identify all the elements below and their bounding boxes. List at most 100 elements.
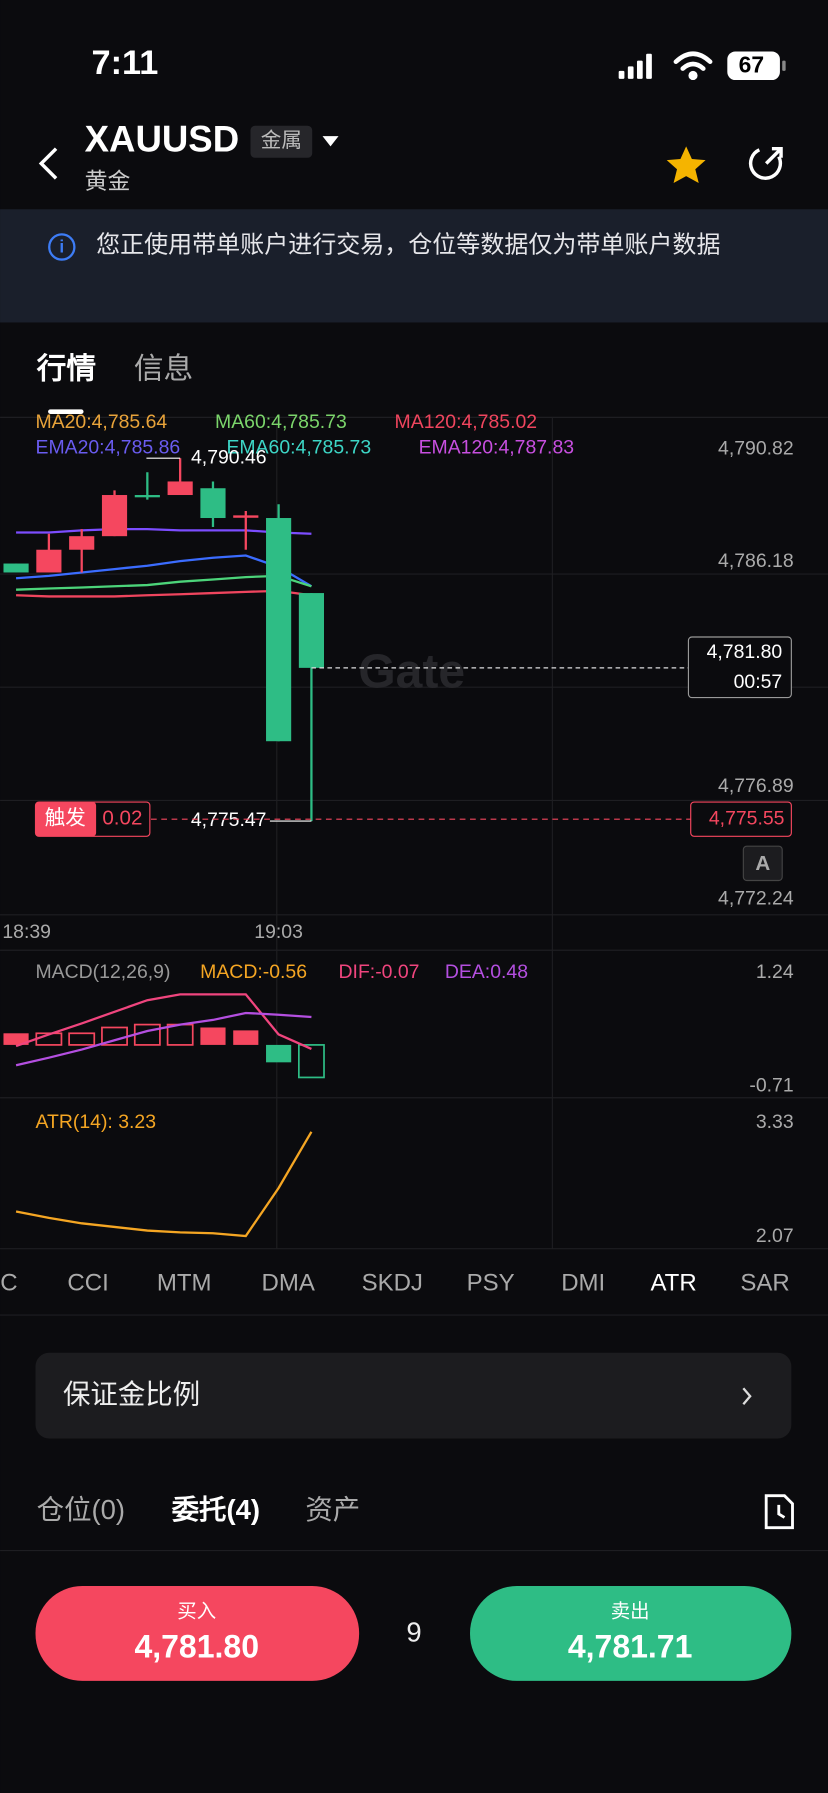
indicator-tab[interactable]: CCI bbox=[67, 1269, 108, 1296]
axis-badge: A bbox=[755, 852, 770, 875]
signal-icon bbox=[618, 53, 652, 79]
candle-body bbox=[200, 488, 226, 519]
order-tab[interactable]: 委托(4) bbox=[172, 1494, 260, 1525]
wifi-icon bbox=[673, 51, 713, 81]
y-tick-label: 3.33 bbox=[756, 1111, 794, 1133]
symbol[interactable]: XAUUSD bbox=[85, 118, 239, 159]
countdown: 00:57 bbox=[734, 671, 783, 693]
battery bbox=[727, 51, 780, 81]
last-price-label: 4,781.80 bbox=[707, 641, 783, 663]
tab-indicator bbox=[48, 409, 84, 414]
sell-button[interactable] bbox=[470, 1586, 792, 1681]
candle-body bbox=[266, 518, 292, 742]
panel-lines bbox=[0, 416, 828, 1552]
sell-label: 卖出 bbox=[611, 1600, 650, 1622]
margin-ratio-label: 保证金比例 bbox=[63, 1378, 200, 1409]
last-price-box bbox=[687, 636, 792, 699]
y-tick-label: 2.07 bbox=[756, 1225, 794, 1247]
share-button[interactable] bbox=[748, 146, 783, 180]
info-icon bbox=[48, 233, 76, 261]
trigger-amount: 0.02 bbox=[102, 807, 142, 830]
candle-body bbox=[134, 495, 160, 498]
low-label: 4,775.47 bbox=[191, 809, 267, 831]
trigger-tag: 触发 bbox=[45, 807, 86, 830]
legend-entry: EMA60:4,785.73 bbox=[226, 436, 371, 458]
dropdown-arrow[interactable] bbox=[322, 136, 339, 147]
legend-entry: MA20:4,785.64 bbox=[36, 411, 168, 433]
legend-entry: EMA20:4,785.86 bbox=[36, 436, 181, 458]
favorite-star[interactable] bbox=[666, 146, 706, 183]
macd-bar bbox=[68, 1032, 96, 1046]
candle-body bbox=[298, 593, 325, 668]
legend-entry: ATR(14): 3.23 bbox=[36, 1111, 157, 1133]
indicator-line bbox=[16, 589, 312, 598]
candle-body bbox=[69, 536, 95, 550]
indicator-line bbox=[15, 554, 313, 588]
history-icon[interactable] bbox=[764, 1494, 794, 1530]
charts: MA20:4,785.64 MA60:4,785.73 MA120:4,785.02… bbox=[2, 411, 793, 1247]
indicator-line bbox=[15, 1011, 312, 1067]
candle-body bbox=[3, 563, 29, 573]
x-tick-label: 19:03 bbox=[254, 921, 303, 943]
indicator-tab[interactable]: SKDJ bbox=[362, 1269, 423, 1296]
legend-entry: DEA:0.48 bbox=[445, 961, 528, 983]
y-tick-label: 4,776.89 bbox=[718, 775, 794, 797]
macd-bar bbox=[297, 1044, 325, 1079]
high-label: 4,790.46 bbox=[191, 446, 267, 468]
legend-entry: MA120:4,785.02 bbox=[395, 411, 538, 433]
tab[interactable]: 信息 bbox=[134, 352, 193, 385]
indicator-tab[interactable]: ATR bbox=[650, 1269, 696, 1296]
margin-ratio-row[interactable] bbox=[35, 1352, 792, 1439]
trigger-price: 4,775.55 bbox=[709, 807, 785, 829]
y-tick-label: 4,790.82 bbox=[718, 438, 794, 460]
spread: 9 bbox=[406, 1616, 421, 1647]
battery-tip bbox=[782, 60, 786, 71]
buy-button[interactable] bbox=[35, 1586, 360, 1681]
candle-body bbox=[233, 515, 259, 518]
legend-entry: MA60:4,785.73 bbox=[215, 411, 347, 433]
info-glyph: i bbox=[59, 237, 64, 257]
legend-entry: DIF:-0.07 bbox=[339, 961, 420, 983]
x-tick-label: 18:39 bbox=[2, 921, 51, 943]
back-button[interactable] bbox=[38, 147, 58, 180]
indicator-tab[interactable]: DMI bbox=[561, 1269, 605, 1296]
trigger-tag-fill bbox=[35, 802, 97, 837]
watermark: Gate bbox=[358, 645, 465, 698]
indicator-tab[interactable]: MTM bbox=[157, 1269, 212, 1296]
macd-bar bbox=[233, 1030, 259, 1045]
y-tick-label: 4,786.18 bbox=[718, 550, 794, 572]
tab[interactable]: 行情 bbox=[36, 352, 96, 385]
y-tick-label: 4,772.24 bbox=[718, 887, 794, 909]
battery-level: 67 bbox=[739, 51, 764, 77]
macd-bar bbox=[200, 1027, 226, 1045]
legend-entry: MACD(12,26,9) bbox=[36, 961, 171, 983]
order-tab[interactable]: 资产 bbox=[305, 1494, 360, 1525]
legend-entry: EMA120:4,787.83 bbox=[419, 436, 575, 458]
indicator-tab[interactable]: ROC bbox=[0, 1269, 18, 1296]
order-tab[interactable]: 仓位(0) bbox=[37, 1494, 125, 1525]
clock: 7:11 bbox=[92, 44, 159, 82]
legend-entry: MACD:-0.56 bbox=[200, 961, 307, 983]
indicator-tab[interactable]: PSY bbox=[467, 1269, 515, 1296]
indicator-tab[interactable]: DMA bbox=[262, 1269, 315, 1296]
buy-label: 买入 bbox=[177, 1600, 216, 1622]
notice-text: 您正使用带单账户进行交易，仓位等数据仅为带单账户数据 bbox=[96, 230, 721, 259]
sell-price: 4,781.71 bbox=[568, 1628, 693, 1664]
indicator-line bbox=[16, 528, 312, 535]
candle-body bbox=[36, 549, 62, 573]
symbol-name: 黄金 bbox=[85, 168, 131, 194]
kline-area bbox=[3, 458, 325, 822]
tag-box bbox=[250, 125, 313, 158]
candle-body bbox=[101, 495, 128, 537]
indicator-line bbox=[15, 1131, 313, 1238]
macd-bar bbox=[3, 1033, 29, 1045]
chevron bbox=[742, 1387, 752, 1405]
y-tick-label: -0.71 bbox=[749, 1074, 793, 1096]
indicator-tab[interactable]: SAR bbox=[740, 1269, 789, 1296]
symbol-tag: 金属 bbox=[261, 129, 302, 152]
notice-bar bbox=[0, 209, 828, 323]
indicator-line bbox=[16, 574, 312, 591]
candle-body bbox=[167, 481, 193, 496]
